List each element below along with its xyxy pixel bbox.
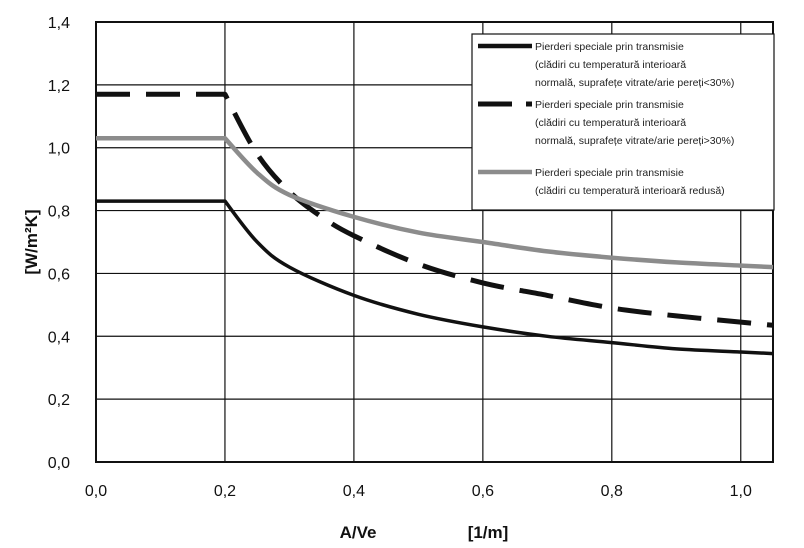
x-axis-title: A/Ve: [340, 523, 377, 542]
y-tick-label: 1,0: [48, 141, 70, 158]
y-tick-label: 0,8: [48, 204, 70, 221]
legend-label-1: Pierderi speciale prin transmisie: [535, 41, 684, 53]
y-axis-title: [W/m²K]: [22, 209, 41, 274]
x-tick-label: 1,0: [730, 483, 752, 500]
series-layer: [96, 91, 774, 356]
series-line-1: [96, 199, 774, 356]
legend-box: [471, 33, 775, 211]
x-tick-label: 0,4: [343, 483, 365, 500]
legend-label-2: normală, suprafețe vitrate/arie pereți>3…: [535, 135, 734, 147]
legend-label-3: (clădiri cu temperatură interioară redus…: [535, 185, 725, 197]
y-tick-label: 1,4: [48, 15, 70, 32]
x-tick-label: 0,6: [472, 483, 494, 500]
y-tick-label: 0,4: [48, 329, 70, 346]
series-line-2: [96, 91, 774, 328]
y-tick-label: 0,0: [48, 455, 70, 472]
legend-label-1: (clădiri cu temperatură interioară: [535, 59, 686, 71]
legend-label-2: Pierderi speciale prin transmisie: [535, 99, 684, 111]
x-axis-unit: [1/m]: [468, 523, 509, 542]
legend-label-1: normală, suprafețe vitrate/arie pereți<3…: [535, 77, 734, 89]
legend: Pierderi speciale prin transmisie (clădir…: [471, 33, 775, 211]
x-tick-label: 0,0: [85, 483, 107, 500]
legend-entries: Pierderi speciale prin transmisie (clădir…: [478, 41, 734, 197]
legend-label-3: Pierderi speciale prin transmisie: [535, 167, 684, 179]
legend-label-2: (clădiri cu temperatură interioară: [535, 117, 686, 129]
x-tick-label: 0,2: [214, 483, 236, 500]
tick-labels: 0,0 0,2 0,4 0,6 0,8 1,0 1,2 1,4 0,0 0,2 0,4 0,6 0,8 1…: [48, 15, 752, 500]
x-tick-label: 0,8: [601, 483, 623, 500]
plot-frame: [95, 21, 774, 463]
y-tick-label: 1,2: [48, 78, 70, 95]
y-tick-label: 0,2: [48, 392, 70, 409]
series-line-3: [96, 136, 774, 270]
y-tick-label: 0,6: [48, 266, 70, 283]
